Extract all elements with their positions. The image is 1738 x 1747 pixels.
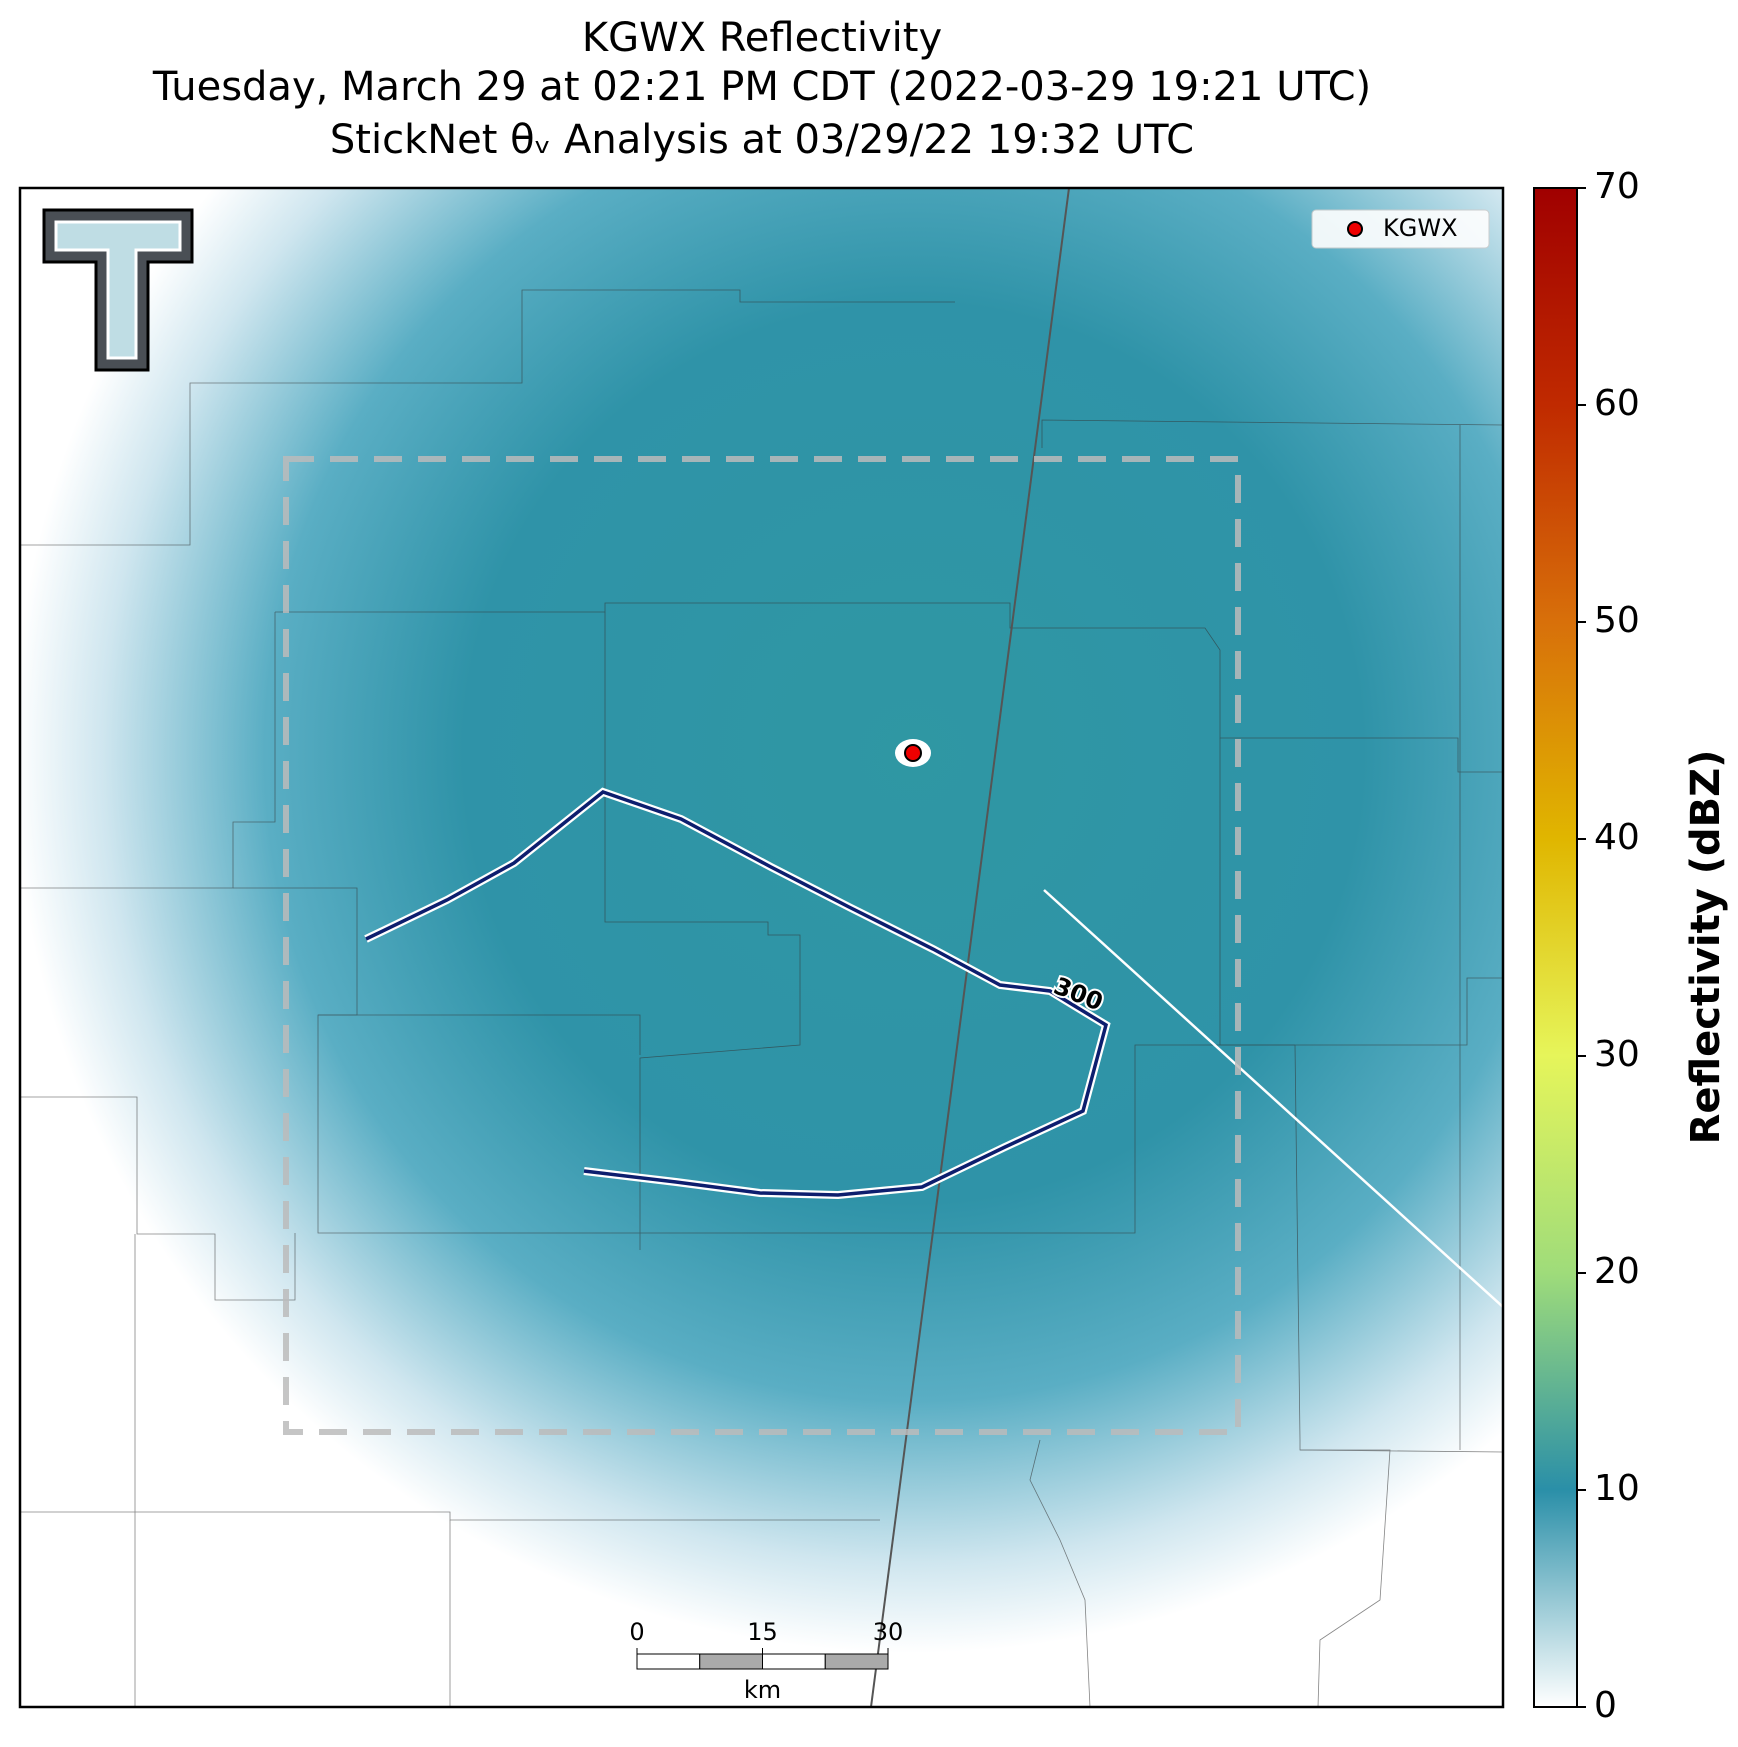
scale-segment [699,1653,763,1670]
map-frame [18,186,1505,1709]
legend: KGWX [1311,209,1490,249]
reflectivity-field [20,188,1503,1707]
legend-label: KGWX [1383,214,1458,242]
analysis-title: StickNet θᵥ Analysis at 03/29/22 19:32 U… [330,117,1194,163]
county-lines [20,289,1503,1707]
legend-box [1311,209,1490,249]
colorbar-ticks: 0 10 20 30 40 50 60 70 [1577,166,1640,1726]
title: KGWX Reflectivity [582,15,942,61]
scale-tick-label: 15 [747,1618,778,1646]
theta-v-contour [365,790,1109,1197]
scale-segment [824,1653,889,1670]
scale-segment [636,1653,701,1670]
colorbar [1533,187,1578,1708]
scale-segment [762,1653,826,1670]
colorbar-tick-label: 20 [1594,1251,1640,1292]
highway [870,188,1070,1707]
colorbar-tick-label: 70 [1594,166,1640,207]
subtitle: Tuesday, March 29 at 02:21 PM CDT (2022-… [152,64,1371,110]
colorbar-tick-label: 30 [1594,1034,1640,1075]
highway [1043,889,1503,1308]
scale-unit: km [744,1676,781,1704]
analysis-domain [283,456,1241,1435]
colorbar-tick-label: 40 [1594,817,1640,858]
legend-marker [1347,221,1363,237]
colorbar-label: Reflectivity (dBZ) [1683,750,1729,1145]
logo [42,208,194,372]
map: 30 0 KGWX 0 15 30 km [20,188,1503,1707]
scale-tick-label: 30 [873,1618,904,1646]
scale-bar: 0 15 30 km [629,1618,903,1704]
colorbar-tick-label: 60 [1594,383,1640,424]
scale-tick-label: 0 [629,1618,644,1646]
colorbar-tick-label: 50 [1594,600,1640,641]
colorbar-tick-label: 0 [1594,1685,1617,1726]
radar-site [904,744,922,762]
colorbar-tick-label: 10 [1594,1468,1640,1509]
